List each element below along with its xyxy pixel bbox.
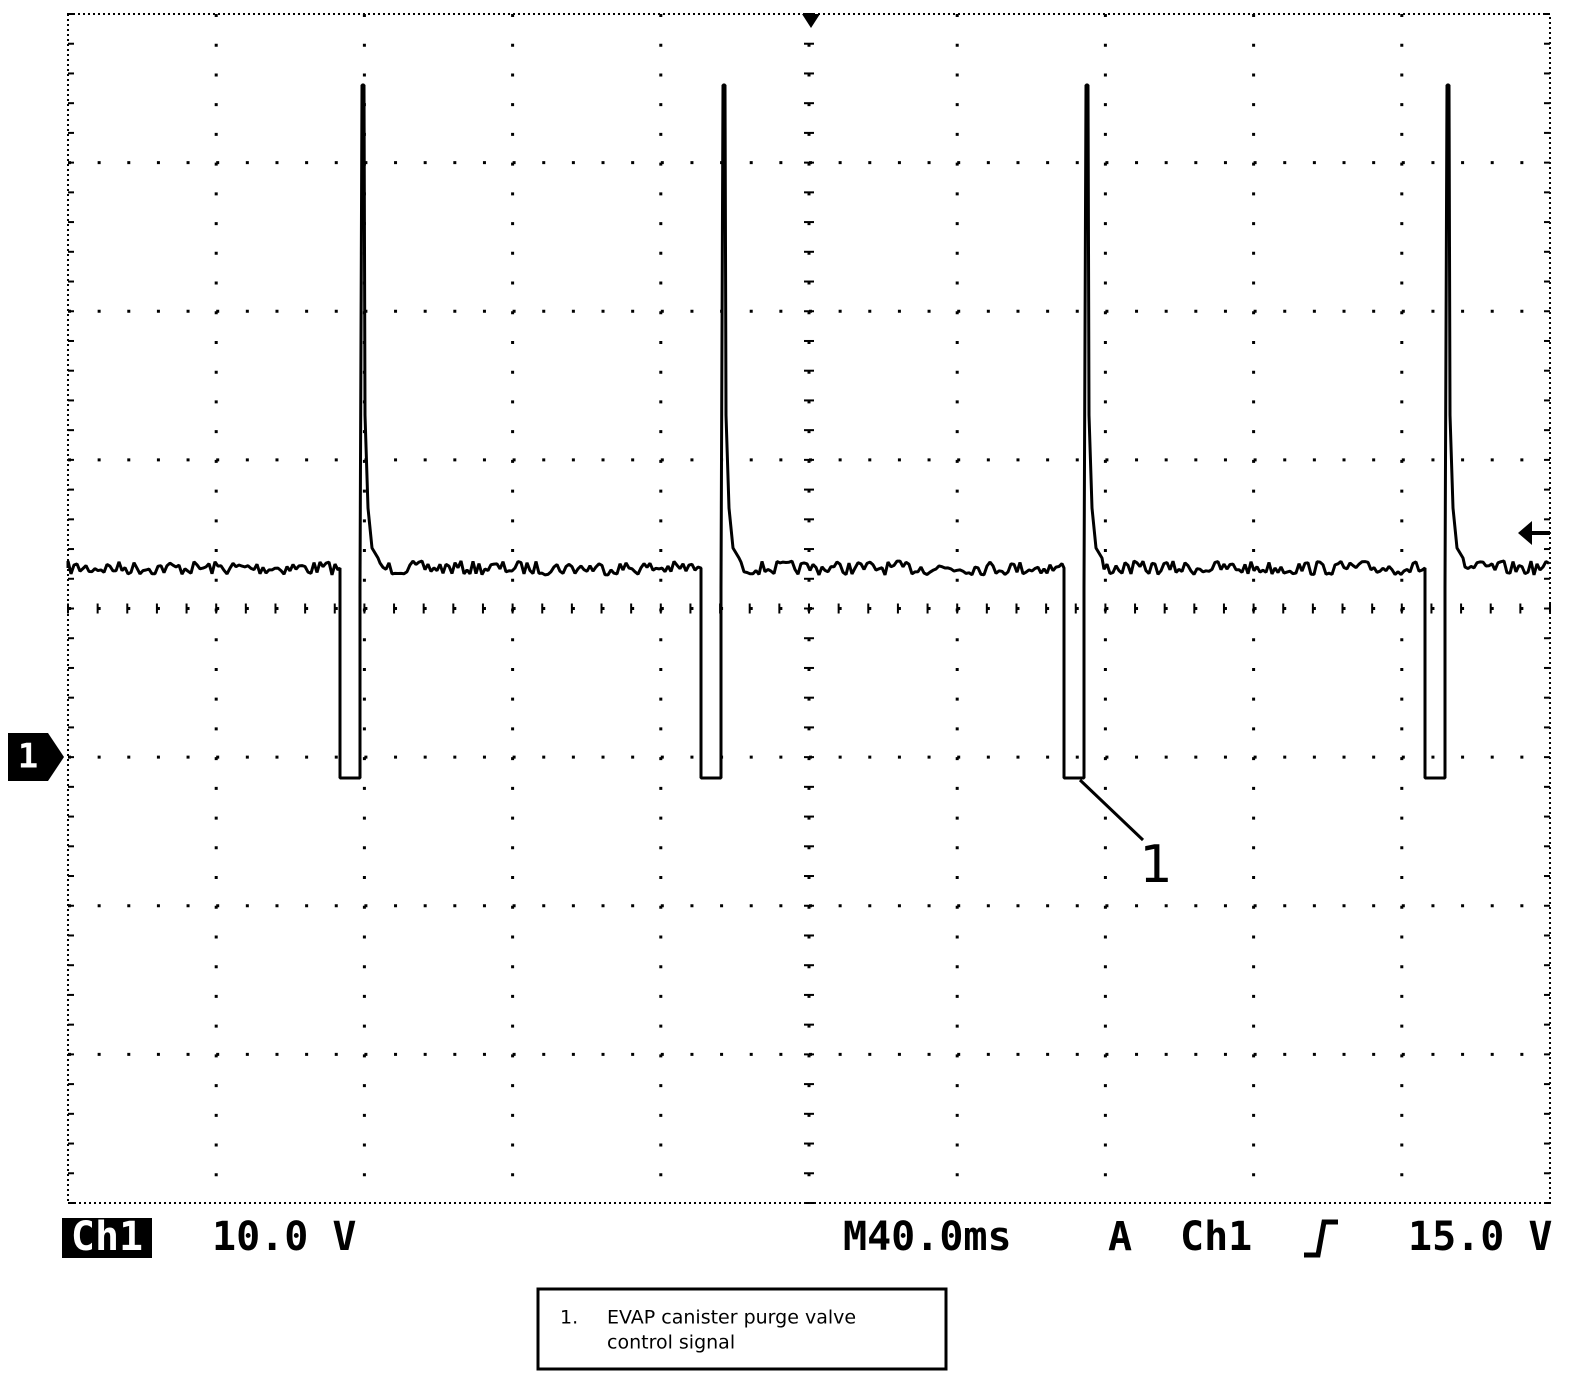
trigger-position-marker [802,14,820,28]
signal-trace [66,83,1550,780]
channel-label: Ch1 [71,1214,143,1260]
legend-text: EVAP canister purge valve [607,1307,856,1329]
timebase: M40.0ms [843,1214,1012,1260]
trigger-mode: A [1108,1214,1132,1260]
legend-box [536,1287,948,1371]
legend-text: control signal [607,1332,735,1354]
graticule [67,13,1551,1204]
callout-line [1078,778,1145,842]
channel-badge [62,1218,152,1258]
trigger-level-marker [1518,521,1550,545]
channel-marker-label: 1 [18,737,38,777]
channel-ground-marker: 1 [8,733,64,781]
volts-per-div: 10.0 V [212,1214,357,1260]
trigger-level: 15.0 V [1408,1214,1553,1260]
trigger-slope-icon [1304,1219,1338,1258]
legend-number: 1. [560,1307,578,1329]
trigger-source: Ch1 [1180,1214,1252,1260]
callout-label: 1 [1139,835,1172,895]
